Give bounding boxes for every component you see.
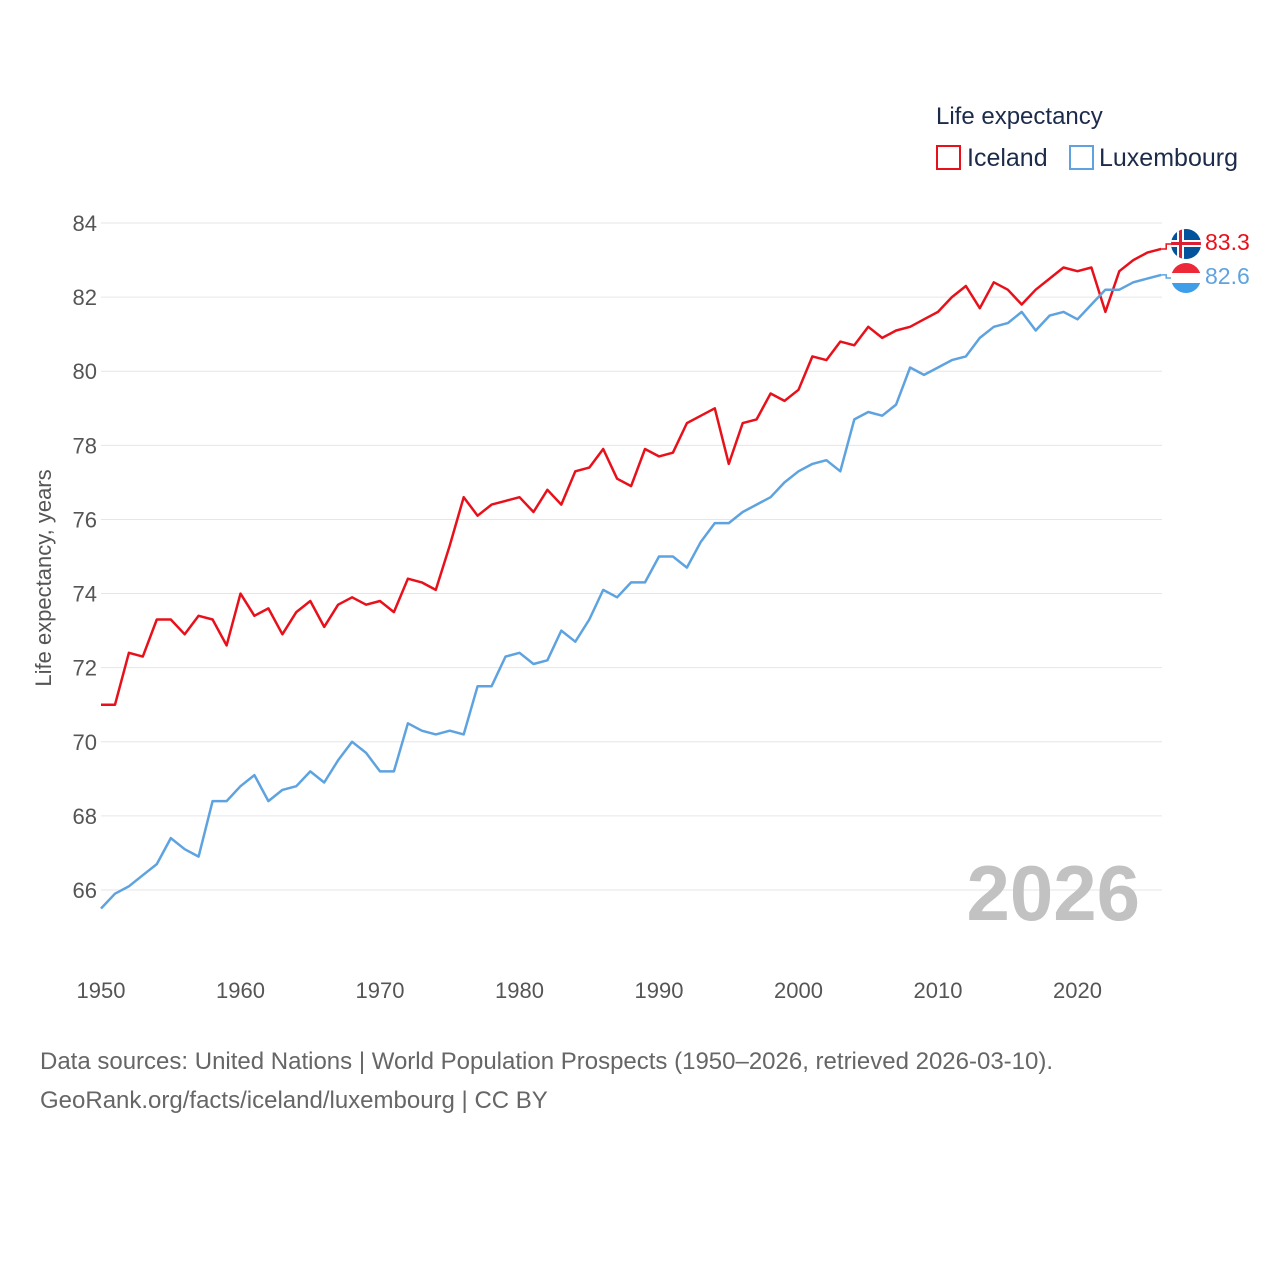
y-tick-label: 78 [73, 433, 97, 458]
x-tick-label: 1970 [356, 978, 405, 1003]
legend-label-luxembourg[interactable]: Luxembourg [1099, 144, 1238, 172]
series-lines [100, 243, 1171, 910]
y-tick-label: 84 [73, 211, 97, 236]
x-tick-label: 2010 [914, 978, 963, 1003]
y-axis: 66 68 70 72 74 76 78 80 82 84 [73, 211, 97, 903]
y-tick-label: 82 [73, 285, 97, 310]
x-tick-label: 1990 [635, 978, 684, 1003]
iceland-flag-icon [1171, 229, 1201, 259]
y-tick-label: 66 [73, 878, 97, 903]
x-axis: 1950 1960 1970 1980 1990 2000 2010 2020 [77, 978, 1102, 1003]
end-connector-luxembourg [1161, 274, 1171, 279]
end-value-iceland: 83.3 [1205, 229, 1250, 255]
luxembourg-flag-icon [1171, 263, 1201, 293]
y-tick-label: 70 [73, 730, 97, 755]
legend-swatch-iceland[interactable] [936, 145, 961, 170]
legend-title: Life expectancy [936, 103, 1103, 130]
x-tick-label: 2020 [1053, 978, 1102, 1003]
footer: Data sources: United Nations | World Pop… [40, 1042, 1053, 1120]
y-tick-label: 74 [73, 582, 97, 607]
y-tick-label: 80 [73, 359, 97, 384]
series-line-iceland[interactable] [101, 247, 1162, 706]
y-axis-title: Life expectancy, years [31, 469, 56, 686]
x-tick-label: 2000 [774, 978, 823, 1003]
line-chart: Life expectancy Iceland Luxembourg 66 68 7… [31, 103, 1250, 1003]
series-line-luxembourg[interactable] [100, 273, 1162, 910]
end-value-luxembourg: 82.6 [1205, 263, 1250, 289]
gridlines [101, 222, 1162, 891]
x-tick-label: 1980 [495, 978, 544, 1003]
current-year-label: 2026 [966, 849, 1140, 937]
legend-swatch-luxembourg[interactable] [1069, 145, 1094, 170]
y-tick-label: 72 [73, 656, 97, 681]
legend-label-iceland[interactable]: Iceland [967, 144, 1048, 172]
data-source-text: Data sources: United Nations | World Pop… [40, 1048, 1054, 1075]
end-connector-iceland [1161, 243, 1171, 250]
attribution-text: GeoRank.org/facts/iceland/luxembourg | C… [40, 1087, 548, 1114]
legend: Life expectancy Iceland Luxembourg [936, 103, 1238, 172]
y-tick-label: 76 [73, 507, 97, 532]
x-tick-label: 1960 [216, 978, 265, 1003]
x-tick-label: 1950 [77, 978, 126, 1003]
y-tick-label: 68 [73, 804, 97, 829]
